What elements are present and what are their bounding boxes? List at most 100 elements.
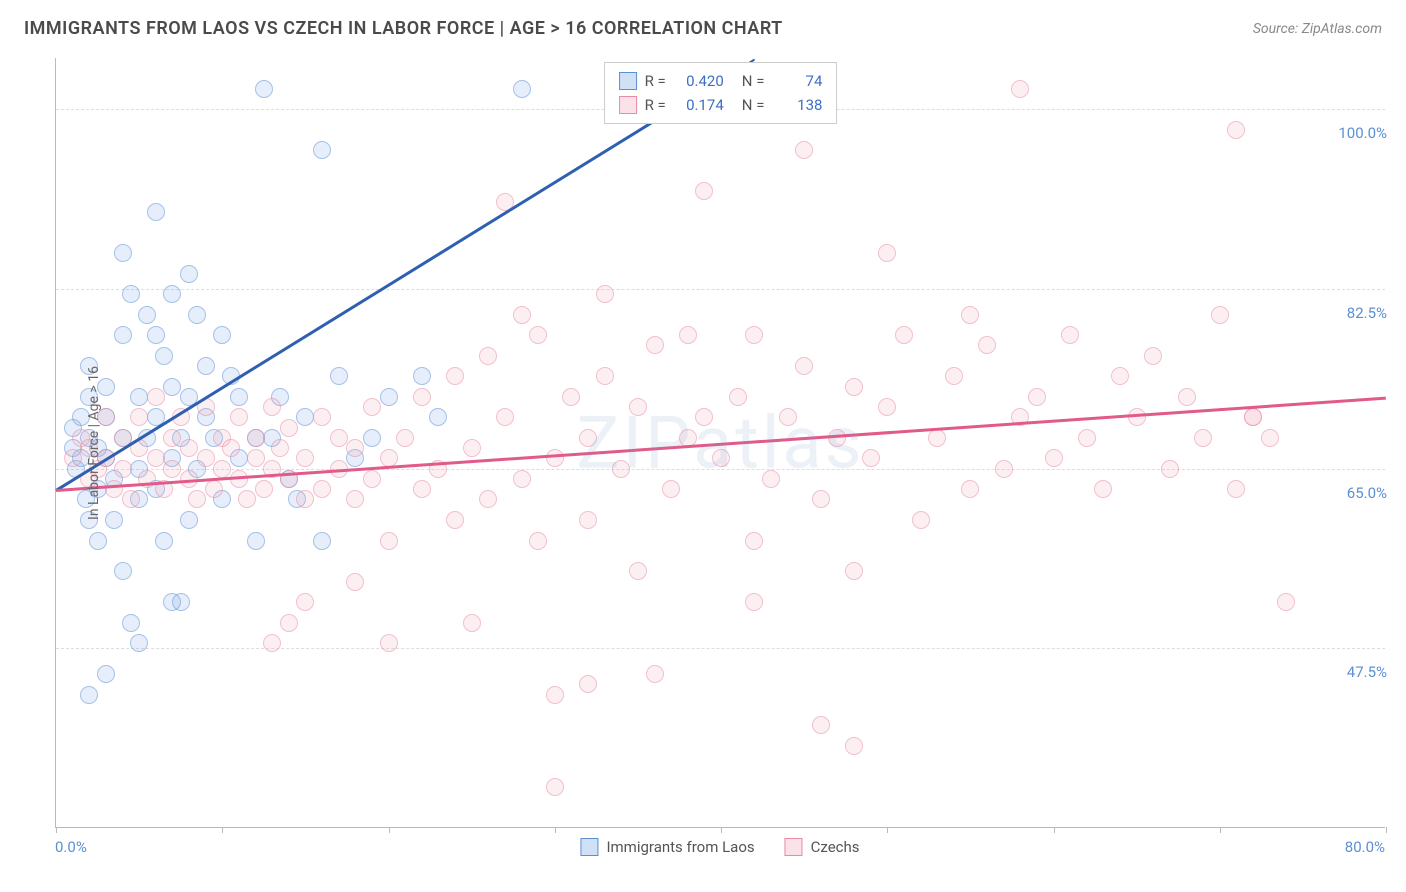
x-axis-min-label: 0.0% [55,838,87,856]
data-point [562,388,580,406]
data-point [130,408,148,426]
data-point [180,511,198,529]
data-point [1244,408,1262,426]
y-tick-label: 65.0% [1341,484,1387,502]
data-point [1261,429,1279,447]
data-point [105,511,123,529]
stats-legend: R =0.420N =74R =0.174N =138 [604,62,838,124]
data-point [429,408,447,426]
x-tick [1220,827,1221,833]
data-point [130,634,148,652]
data-point [230,388,248,406]
data-point [679,326,697,344]
n-value: 138 [772,93,822,117]
data-point [130,388,148,406]
data-point [995,460,1013,478]
data-point [247,429,265,447]
data-point [1227,121,1245,139]
data-point [247,532,265,550]
data-point [197,357,215,375]
data-point [313,480,331,498]
y-tick-label: 100.0% [1332,124,1387,142]
data-point [546,686,564,704]
data-point [1078,429,1096,447]
data-point [180,439,198,457]
data-point [1061,326,1079,344]
y-tick-label: 82.5% [1341,304,1387,322]
data-point [163,460,181,478]
data-point [313,408,331,426]
data-point [413,480,431,498]
data-point [1211,306,1229,324]
data-point [446,367,464,385]
data-point [114,326,132,344]
data-point [213,460,231,478]
data-point [812,490,830,508]
data-point [779,408,797,426]
data-point [105,480,123,498]
x-tick [1386,827,1387,833]
source-credit: Source: ZipAtlas.com [1253,21,1382,37]
data-point [271,439,289,457]
data-point [238,490,256,508]
data-point [380,532,398,550]
data-point [296,449,314,467]
legend-swatch [785,838,803,856]
data-point [296,490,314,508]
data-point [188,490,206,508]
data-point [878,244,896,262]
data-point [296,593,314,611]
data-point [1128,408,1146,426]
data-point [1227,480,1245,498]
data-point [413,388,431,406]
data-point [862,449,880,467]
data-point [596,285,614,303]
data-point [1028,388,1046,406]
data-point [346,490,364,508]
data-point [596,367,614,385]
data-point [1011,80,1029,98]
data-point [695,182,713,200]
data-point [296,408,314,426]
data-point [280,614,298,632]
data-point [122,490,140,508]
data-point [729,388,747,406]
r-label: R = [645,93,666,117]
data-point [629,398,647,416]
data-point [89,532,107,550]
legend-label: Immigrants from Laos [606,838,754,856]
data-point [155,532,173,550]
data-point [114,562,132,580]
data-point [579,511,597,529]
data-point [263,634,281,652]
data-point [646,665,664,683]
x-tick [56,827,57,833]
data-point [363,470,381,488]
legend-item: Immigrants from Laos [580,838,754,856]
r-value: 0.174 [674,93,724,117]
data-point [313,141,331,159]
data-point [662,480,680,498]
data-point [529,326,547,344]
stats-legend-row: R =0.420N =74 [619,69,823,93]
data-point [695,408,713,426]
data-point [263,398,281,416]
data-point [1161,460,1179,478]
data-point [496,408,514,426]
legend-label: Czechs [811,838,860,856]
data-point [147,388,165,406]
data-point [762,470,780,488]
data-point [64,449,82,467]
data-point [346,573,364,591]
series-legend: Immigrants from Laos Czechs [580,838,859,856]
data-point [363,429,381,447]
data-point [812,716,830,734]
data-point [413,367,431,385]
data-point [313,532,331,550]
data-point [513,80,531,98]
x-tick [721,827,722,833]
data-point [795,357,813,375]
data-point [280,419,298,437]
chart-title: IMMIGRANTS FROM LAOS VS CZECH IN LABOR F… [24,18,783,39]
data-point [845,562,863,580]
